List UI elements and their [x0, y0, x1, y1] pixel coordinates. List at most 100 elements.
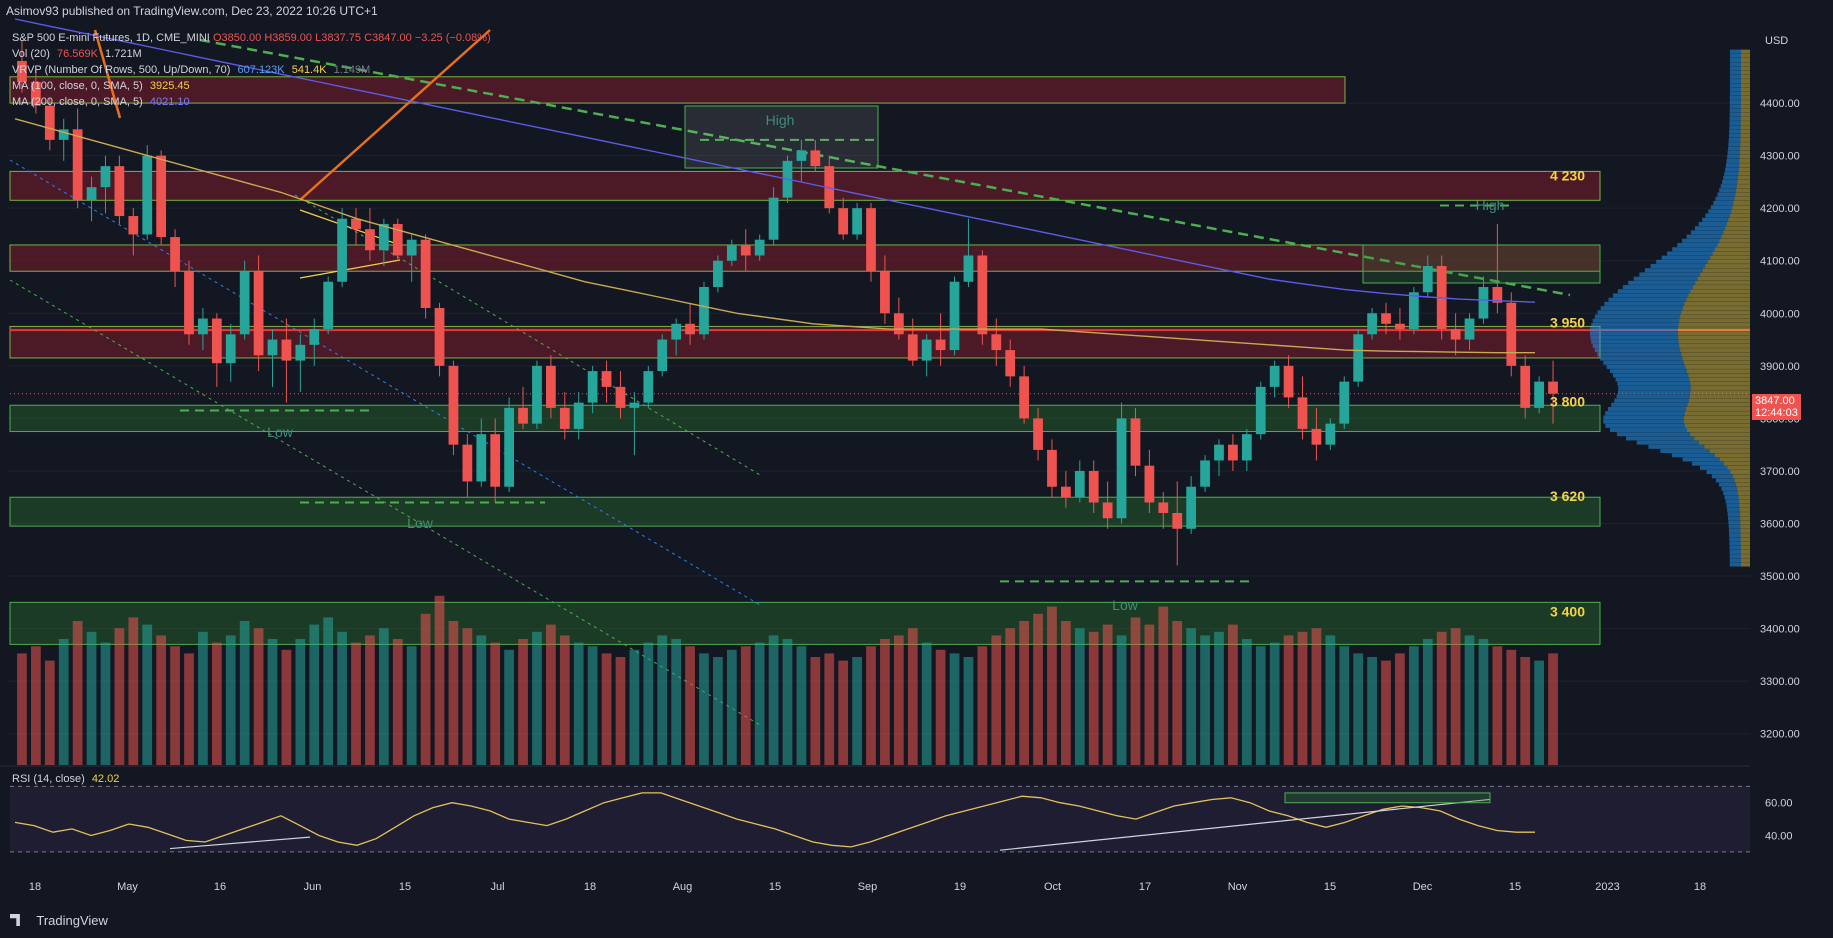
vrvp-down-bar: [1686, 428, 1750, 433]
price-tick-label: 3300.00: [1760, 676, 1800, 688]
rsi-value: 42.02: [91, 773, 120, 785]
vrvp-up-bar: [1724, 495, 1739, 500]
vrvp-down-bar: [1739, 150, 1750, 155]
tradingview-logo[interactable]: TradingView: [10, 913, 108, 928]
vrvp-down-bar: [1700, 272, 1750, 277]
legend-symbol[interactable]: S&P 500 E-mini Futures, 1D, CME_MINI O38…: [12, 32, 491, 44]
legend-vrvp[interactable]: VRVP (Number Of Rows, 500, Up/Down, 70) …: [12, 64, 370, 76]
legend-rsi[interactable]: RSI (14, close) 42.02: [12, 773, 119, 785]
volume-bar: [198, 631, 208, 765]
volume-bar: [309, 624, 320, 765]
vrvp-up-bar: [1605, 411, 1685, 416]
time-tick-label: 2023: [1595, 881, 1619, 893]
volume-bar: [880, 639, 890, 765]
vrvp-up-bar: [1729, 95, 1741, 100]
vrvp-up-bar: [1728, 528, 1741, 533]
time-tick-label: 15: [769, 881, 781, 893]
vrvp-up-bar: [1729, 70, 1741, 75]
vrvp-up-bar: [1729, 53, 1741, 58]
vrvp-up-bar: [1722, 179, 1738, 184]
vrvp-down-bar: [1733, 200, 1750, 205]
vrvp-up-bar: [1729, 558, 1741, 563]
vrvp-down-bar: [1681, 352, 1750, 357]
candle-body: [323, 281, 334, 330]
vrvp-down-bar: [1740, 49, 1750, 54]
vrvp-up-bar: [1618, 385, 1691, 390]
volume-bar: [907, 628, 918, 765]
candle-body: [267, 339, 278, 356]
publisher-text: Asimov93 published on TradingView.com, D…: [6, 4, 378, 18]
legend-ma100[interactable]: MA (100, close, 0, SMA, 5) 3925.45: [12, 80, 190, 92]
vrvp-down-bar: [1740, 133, 1750, 138]
volume-bar: [629, 649, 640, 765]
candle-body: [699, 287, 709, 335]
candle-body: [518, 407, 528, 424]
vrvp-down-bar: [1723, 461, 1750, 466]
volume-bar: [657, 635, 668, 765]
candle-body: [86, 187, 97, 201]
vrvp-up-bar: [1661, 255, 1711, 260]
volume-bar: [420, 613, 431, 765]
time-tick-label: 18: [1694, 881, 1706, 893]
vrvp-up-bar: [1729, 129, 1741, 134]
vrvp-up-bar: [1729, 74, 1741, 79]
vrvp-up-bar: [1725, 167, 1739, 172]
vrvp-down-bar: [1732, 205, 1750, 210]
vrvp-down-bar: [1737, 175, 1750, 180]
zone-red: [9, 76, 1346, 104]
time-tick-label: 18: [584, 881, 596, 893]
candle-body: [671, 323, 682, 340]
candle-body: [1047, 449, 1057, 487]
volume-bar: [573, 642, 584, 765]
volume-bar: [1297, 631, 1308, 765]
time-tick-label: 16: [214, 881, 226, 893]
vrvp-up-bar: [1723, 491, 1738, 496]
vrvp-down-bar: [1739, 503, 1750, 508]
vrvp-up-bar: [1728, 524, 1741, 529]
candle-body: [1255, 386, 1266, 435]
vrvp-up-bar: [1724, 171, 1739, 176]
volume-bar: [156, 635, 167, 765]
volume-bar: [1228, 624, 1238, 765]
vrvp-up-bar: [1626, 436, 1695, 441]
volume-bar: [824, 653, 835, 765]
volume-profile: [1589, 49, 1750, 567]
candle-body: [253, 271, 264, 356]
candle-body: [1367, 313, 1377, 335]
candle-body: [587, 371, 598, 403]
vrvp-up-bar: [1617, 289, 1691, 294]
volume-bar: [518, 639, 528, 765]
level-label: 3 950: [1550, 315, 1585, 331]
vrvp-up-bar: [1729, 121, 1741, 126]
symbol-name: S&P 500 E-mini Futures, 1D, CME_MINI: [12, 32, 210, 44]
vrvp-down-bar: [1740, 137, 1750, 142]
vrvp-down-bar: [1702, 268, 1750, 273]
vrvp-down-bar: [1740, 83, 1750, 88]
candle-body: [44, 105, 55, 140]
legend-ma200[interactable]: MA (200, close, 0, SMA, 5) 4021.10: [12, 96, 190, 108]
volume-bar: [685, 646, 695, 765]
volume-bar: [392, 639, 403, 765]
volume-bar: [504, 649, 514, 765]
volume-bar: [587, 646, 598, 765]
candle-body: [1283, 365, 1294, 398]
candle-body: [1158, 502, 1169, 513]
candle-body: [935, 339, 946, 351]
vrvp-up-bar: [1594, 348, 1681, 353]
vrvp-up-bar: [1727, 154, 1740, 159]
legend-volume[interactable]: Vol (20) 76.569K 1.721M: [12, 48, 142, 60]
vrvp-down-bar: [1704, 444, 1750, 449]
candle-body: [1061, 486, 1071, 498]
vrvp-up-bar: [1717, 192, 1736, 197]
candle-body: [824, 166, 835, 209]
ma200-value: 4021.10: [149, 96, 190, 108]
volume-bar: [406, 646, 417, 765]
vrvp-down-bar: [1737, 486, 1750, 491]
rsi-label: RSI (14, close): [12, 773, 85, 785]
high-box: [684, 105, 879, 169]
volume-bar: [1520, 657, 1531, 765]
candle-body: [977, 255, 988, 335]
vrvp-up-bar: [1700, 465, 1728, 470]
vrvp-down-bar: [1679, 343, 1750, 348]
